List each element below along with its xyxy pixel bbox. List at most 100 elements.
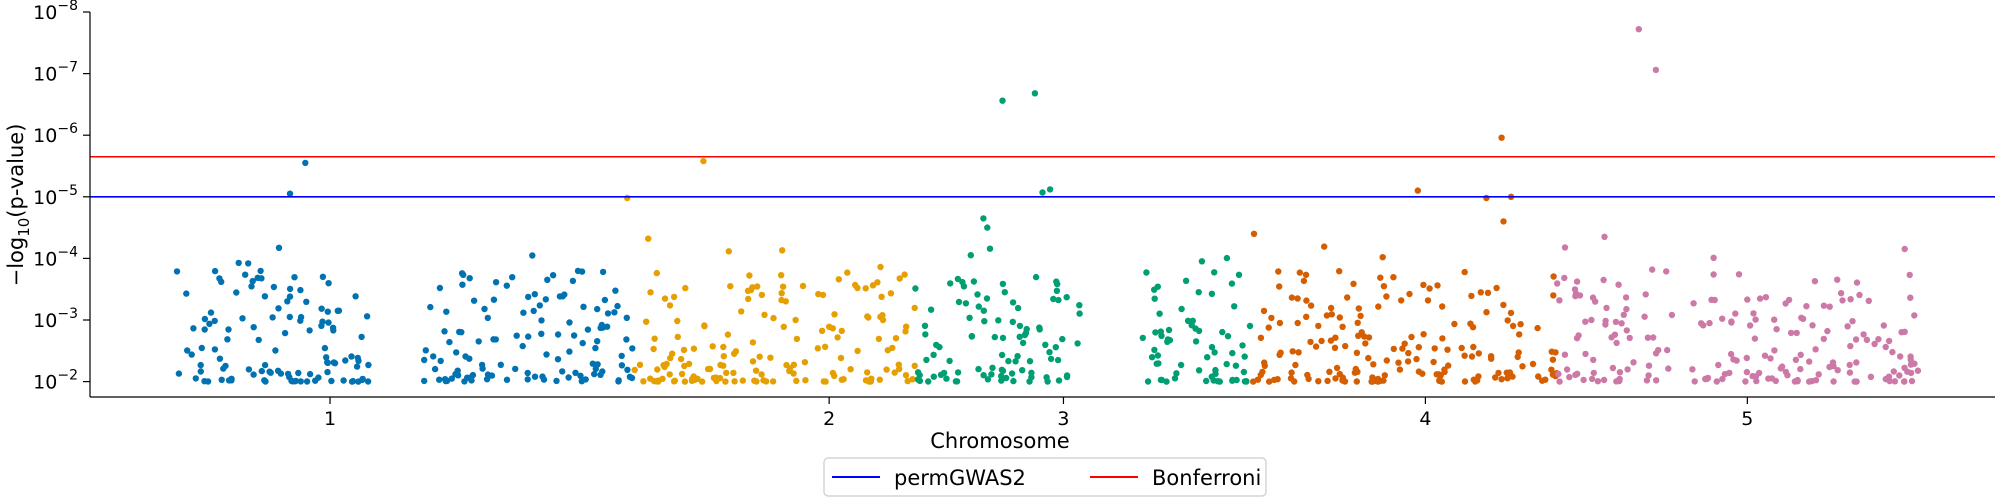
data-point: [478, 361, 486, 369]
data-point: [682, 284, 689, 292]
data-point: [441, 328, 448, 335]
x-tick-label: 5: [1741, 408, 1753, 430]
data-point: [770, 314, 777, 322]
data-point: [1809, 322, 1816, 329]
data-point: [295, 369, 302, 377]
data-point: [1797, 351, 1804, 358]
data-point: [1324, 377, 1331, 385]
data-point: [1812, 377, 1820, 384]
data-point: [297, 313, 305, 321]
data-point: [284, 370, 292, 378]
data-point-significant: [1500, 218, 1507, 225]
data-point: [1645, 372, 1652, 379]
data-point: [896, 275, 903, 282]
data-point: [739, 377, 746, 384]
data-point: [1624, 366, 1631, 373]
data-point: [579, 339, 586, 347]
data-point: [1171, 375, 1179, 382]
data-point: [1901, 364, 1908, 371]
data-point: [612, 287, 619, 294]
data-point: [286, 285, 294, 293]
data-point: [422, 347, 429, 354]
data-point: [245, 366, 253, 373]
data-point: [1327, 304, 1335, 312]
data-point: [1554, 280, 1561, 287]
data-point: [453, 349, 460, 356]
data-point: [269, 314, 276, 321]
data-point: [1608, 334, 1615, 341]
data-point: [201, 315, 209, 323]
data-point: [1885, 337, 1893, 345]
data-point: [752, 367, 760, 374]
data-point: [1303, 297, 1310, 304]
data-point: [1212, 370, 1219, 377]
data-point: [1761, 352, 1769, 359]
data-point: [589, 360, 596, 367]
y-axis-ticks: 10−8 10−7 10−6 10−5 10−4 10−3 10−2: [33, 0, 90, 394]
data-point: [1381, 372, 1389, 379]
data-point: [578, 378, 585, 385]
data-point: [1235, 271, 1243, 278]
data-point: [1304, 371, 1311, 379]
data-point: [1010, 377, 1017, 385]
data-point: [1461, 378, 1469, 385]
data-point: [261, 361, 269, 369]
data-point: [1600, 376, 1608, 384]
data-point: [1365, 354, 1372, 362]
data-point: [529, 252, 536, 259]
data-point: [222, 362, 229, 370]
data-point: [1643, 377, 1651, 384]
data-point: [509, 274, 516, 281]
data-point: [691, 376, 698, 384]
data-point: [257, 267, 264, 275]
data-point: [233, 289, 240, 296]
data-point: [611, 309, 618, 316]
data-point: [1053, 278, 1060, 285]
y-tick-label: 10−7: [33, 60, 78, 86]
data-point: [1228, 280, 1236, 287]
data-point: [1704, 374, 1712, 382]
data-point: [826, 323, 833, 330]
data-point: [902, 372, 910, 379]
data-point: [592, 365, 599, 373]
data-point: [1165, 326, 1173, 334]
data-point: [242, 271, 249, 278]
data-point: [306, 370, 314, 378]
data-point: [946, 357, 953, 365]
data-point: [864, 369, 871, 376]
data-point: [615, 378, 622, 385]
data-point: [1576, 292, 1584, 299]
data-point: [758, 291, 766, 299]
data-point: [730, 369, 737, 377]
data-point: [284, 298, 291, 305]
data-point: [334, 307, 341, 314]
data-point: [1886, 377, 1893, 385]
data-point: [1405, 349, 1412, 357]
data-point: [1552, 349, 1559, 356]
data-point: [1690, 300, 1697, 307]
data-point: [1785, 296, 1793, 304]
data-point: [1203, 377, 1210, 385]
data-point: [954, 275, 962, 283]
data-point: [1390, 345, 1398, 353]
data-point: [1043, 374, 1050, 381]
data-point: [475, 338, 482, 345]
data-point: [1519, 363, 1526, 370]
data-point: [1820, 302, 1828, 309]
data-point: [1468, 353, 1476, 360]
data-point: [1851, 378, 1858, 385]
data-point: [779, 247, 786, 254]
data-point: [1318, 337, 1325, 345]
data-point: [1458, 344, 1465, 352]
data-point: [319, 318, 326, 325]
data-point: [666, 371, 673, 378]
data-point: [916, 371, 923, 379]
data-point: [1369, 374, 1376, 381]
data-point: [911, 362, 918, 369]
data-point: [780, 323, 787, 330]
data-point: [254, 274, 261, 281]
data-point: [1620, 311, 1628, 318]
data-point: [998, 351, 1006, 359]
data-point: [1395, 359, 1402, 366]
data-point: [324, 359, 331, 367]
